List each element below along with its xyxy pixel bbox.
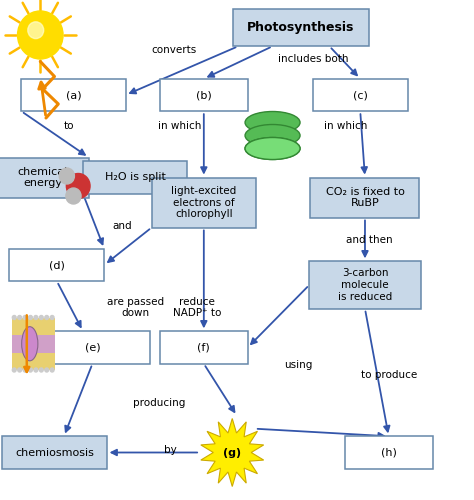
Text: and: and	[112, 221, 132, 231]
FancyBboxPatch shape	[152, 178, 256, 228]
FancyBboxPatch shape	[21, 78, 126, 111]
Text: 3-carbon
molecule
is reduced: 3-carbon molecule is reduced	[338, 268, 392, 302]
Text: and then: and then	[346, 235, 393, 245]
Circle shape	[45, 316, 49, 320]
FancyBboxPatch shape	[160, 78, 247, 111]
FancyBboxPatch shape	[309, 261, 421, 308]
Circle shape	[50, 368, 54, 372]
Ellipse shape	[22, 326, 38, 361]
Text: using: using	[284, 360, 313, 370]
Ellipse shape	[245, 112, 300, 134]
FancyBboxPatch shape	[313, 78, 408, 111]
Circle shape	[23, 368, 27, 372]
Circle shape	[50, 316, 54, 320]
FancyBboxPatch shape	[345, 436, 432, 469]
Circle shape	[18, 316, 21, 320]
FancyBboxPatch shape	[12, 335, 55, 344]
Text: includes both: includes both	[278, 54, 348, 64]
FancyBboxPatch shape	[160, 332, 247, 364]
FancyBboxPatch shape	[12, 352, 55, 361]
FancyBboxPatch shape	[12, 318, 55, 326]
Circle shape	[39, 316, 43, 320]
Polygon shape	[201, 418, 264, 486]
Text: (e): (e)	[85, 342, 100, 352]
Circle shape	[66, 174, 90, 199]
Text: are passed
down: are passed down	[107, 296, 164, 318]
Circle shape	[66, 188, 81, 204]
Circle shape	[59, 168, 74, 184]
Text: Photosynthesis: Photosynthesis	[247, 21, 355, 34]
Circle shape	[18, 11, 63, 59]
Text: light-excited
electrons of
chlorophyll: light-excited electrons of chlorophyll	[171, 186, 237, 219]
FancyBboxPatch shape	[12, 344, 55, 352]
Circle shape	[39, 368, 43, 372]
Text: (b): (b)	[196, 90, 212, 100]
Circle shape	[28, 368, 32, 372]
FancyBboxPatch shape	[2, 436, 107, 469]
Ellipse shape	[245, 124, 300, 146]
Text: in which: in which	[158, 121, 202, 131]
FancyBboxPatch shape	[12, 361, 55, 370]
Circle shape	[34, 368, 38, 372]
Text: to: to	[64, 121, 74, 131]
Circle shape	[28, 316, 32, 320]
FancyBboxPatch shape	[34, 332, 151, 364]
FancyBboxPatch shape	[0, 158, 89, 198]
Ellipse shape	[245, 138, 300, 160]
FancyBboxPatch shape	[83, 161, 187, 194]
FancyBboxPatch shape	[233, 9, 369, 46]
FancyBboxPatch shape	[310, 178, 419, 218]
Circle shape	[28, 22, 44, 38]
Text: chemical
energy: chemical energy	[18, 166, 68, 188]
Circle shape	[12, 316, 16, 320]
Circle shape	[12, 368, 16, 372]
Text: converts: converts	[152, 45, 197, 55]
Text: H₂O is split: H₂O is split	[105, 172, 165, 182]
Text: (d): (d)	[49, 260, 65, 270]
Circle shape	[34, 316, 38, 320]
FancyBboxPatch shape	[12, 326, 55, 335]
FancyBboxPatch shape	[9, 249, 104, 281]
Circle shape	[45, 368, 49, 372]
Text: in which: in which	[324, 121, 368, 131]
Text: producing: producing	[133, 398, 185, 407]
Circle shape	[23, 316, 27, 320]
Text: (h): (h)	[381, 448, 397, 458]
Text: chemiosmosis: chemiosmosis	[15, 448, 94, 458]
Text: to produce: to produce	[361, 370, 417, 380]
Text: reduce
NADP⁺ to: reduce NADP⁺ to	[173, 296, 221, 318]
Circle shape	[18, 368, 21, 372]
Text: (f): (f)	[198, 342, 210, 352]
Text: (c): (c)	[353, 90, 368, 100]
Text: (g): (g)	[223, 448, 241, 458]
Text: CO₂ is fixed to
RuBP: CO₂ is fixed to RuBP	[326, 186, 404, 208]
Ellipse shape	[245, 138, 300, 160]
Text: (a): (a)	[66, 90, 81, 100]
Text: by: by	[164, 445, 177, 455]
